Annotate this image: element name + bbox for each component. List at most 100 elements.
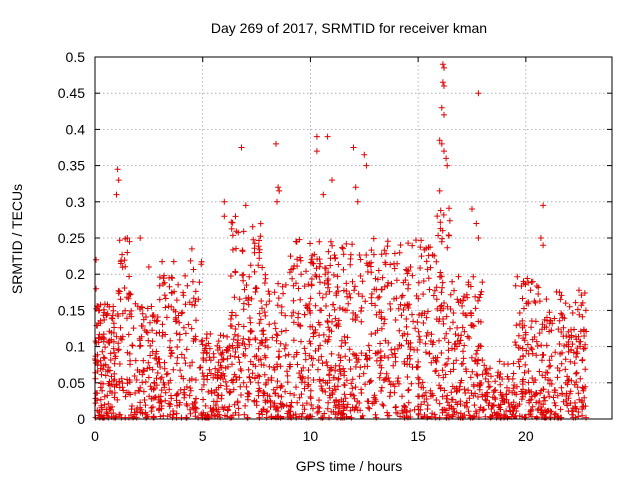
data-point (335, 317, 342, 324)
data-point (426, 286, 433, 293)
data-point (245, 294, 252, 301)
data-point (111, 376, 118, 383)
data-point (328, 350, 335, 357)
data-point (363, 162, 370, 169)
y-tick-label: 0.5 (66, 49, 86, 65)
data-point (377, 348, 384, 355)
data-point (525, 368, 532, 375)
data-point (423, 396, 430, 402)
data-point (114, 396, 121, 403)
data-point (228, 219, 235, 226)
data-point (223, 383, 230, 390)
data-point (309, 260, 316, 267)
data-point (274, 332, 281, 339)
data-point (126, 311, 133, 318)
data-point (325, 399, 332, 406)
data-point (392, 404, 399, 411)
data-point (181, 394, 188, 401)
data-point (417, 244, 424, 251)
data-point (426, 350, 433, 357)
x-tick-label: 20 (518, 428, 534, 444)
data-point (310, 405, 316, 412)
data-point (263, 380, 270, 386)
data-point (438, 104, 445, 111)
data-point (452, 340, 459, 347)
data-point (391, 250, 398, 257)
data-point (255, 388, 262, 395)
data-point (139, 410, 146, 417)
data-point (144, 305, 151, 312)
data-point (227, 273, 234, 279)
data-point (200, 396, 207, 403)
data-point (142, 402, 149, 409)
data-point (408, 380, 415, 387)
data-point (312, 302, 319, 309)
data-point (297, 323, 304, 330)
data-point (119, 310, 126, 317)
data-point (579, 404, 586, 410)
data-point (208, 370, 214, 377)
data-point (323, 303, 329, 309)
data-point (148, 303, 155, 310)
data-point (235, 342, 242, 349)
data-point (271, 320, 278, 327)
data-point (294, 361, 301, 368)
data-point (579, 356, 586, 363)
data-point (114, 166, 121, 173)
data-point (231, 331, 238, 338)
data-point (161, 359, 168, 366)
data-point (161, 365, 168, 372)
data-point (206, 414, 212, 421)
data-point (331, 383, 338, 390)
data-point (115, 347, 122, 354)
data-point (345, 300, 352, 307)
data-point (299, 410, 306, 417)
data-point (95, 303, 102, 310)
data-point (395, 375, 402, 382)
data-point (139, 379, 146, 386)
data-point (431, 287, 438, 294)
data-point (122, 414, 129, 421)
data-point (570, 349, 577, 356)
data-point (182, 301, 189, 308)
data-point (381, 247, 388, 254)
data-point (381, 283, 388, 290)
data-point (262, 342, 269, 349)
data-point (522, 390, 529, 397)
data-point (558, 414, 565, 421)
data-point (437, 385, 444, 392)
data-point (344, 334, 351, 341)
data-point (436, 187, 443, 194)
data-point (337, 354, 344, 361)
data-point (182, 360, 189, 367)
data-point (243, 282, 250, 289)
data-point (126, 238, 133, 245)
data-point (177, 367, 184, 374)
data-point (130, 325, 137, 332)
data-point (352, 384, 359, 391)
data-point (275, 184, 282, 191)
data-point (404, 267, 411, 274)
data-point (425, 244, 432, 251)
data-point (360, 370, 367, 377)
data-point (255, 357, 262, 364)
data-point (193, 395, 199, 402)
data-point (229, 219, 236, 226)
data-point (119, 384, 126, 391)
data-point (510, 360, 517, 367)
data-point (379, 401, 386, 408)
data-point (247, 379, 254, 385)
data-point (107, 388, 114, 395)
data-point (168, 392, 174, 399)
data-point (261, 352, 268, 359)
data-point (246, 315, 253, 321)
data-point (332, 315, 339, 322)
data-point (248, 295, 255, 302)
data-point (306, 352, 313, 359)
data-point (362, 352, 369, 359)
data-point (146, 393, 153, 400)
data-point (278, 393, 285, 400)
data-point (293, 280, 299, 287)
data-point (208, 390, 215, 397)
data-point (481, 362, 488, 369)
